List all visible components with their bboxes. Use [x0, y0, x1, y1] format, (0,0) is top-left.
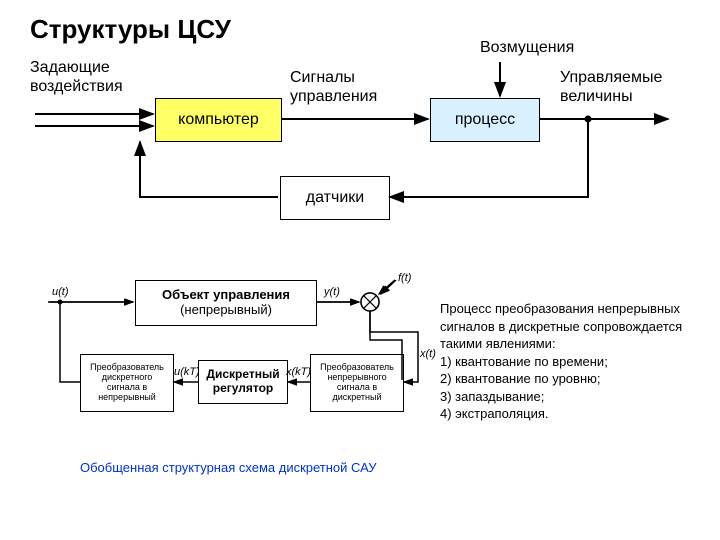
lbl-y-t: y(t) — [324, 286, 340, 299]
node-dac: Преобразователь дискретного сигнала в не… — [80, 354, 174, 412]
lbl-x-kT: x(kT) — [286, 366, 311, 379]
diagram1-arrows — [0, 0, 720, 260]
description-paragraph: Процесс преобразования непрерывных сигна… — [440, 300, 700, 423]
lbl-x-t: x(t) — [420, 348, 436, 361]
lbl-u-t: u(t) — [52, 286, 69, 299]
caption: Обобщенная структурная схема дискретной … — [80, 460, 377, 475]
lbl-u-kT: u(kT) — [174, 366, 200, 379]
lbl-f-t: f(t) — [398, 272, 411, 285]
node-regulator: Дискретный регулятор — [198, 360, 288, 404]
node-adc: Преобразователь непрерывного сигнала в д… — [310, 354, 404, 412]
node-plant: Объект управления (непрерывный) — [135, 280, 317, 326]
